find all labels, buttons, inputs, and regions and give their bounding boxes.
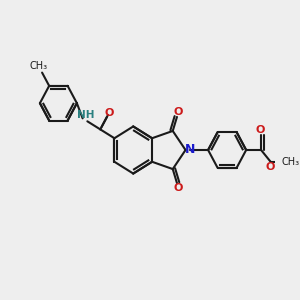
Text: CH₃: CH₃ <box>30 61 48 71</box>
Text: O: O <box>174 183 183 193</box>
Text: O: O <box>174 107 183 117</box>
Text: O: O <box>255 125 264 135</box>
Text: O: O <box>266 162 275 172</box>
Text: CH₃: CH₃ <box>281 157 299 167</box>
Text: O: O <box>105 108 114 118</box>
Text: N: N <box>185 143 196 157</box>
Text: NH: NH <box>77 110 95 120</box>
